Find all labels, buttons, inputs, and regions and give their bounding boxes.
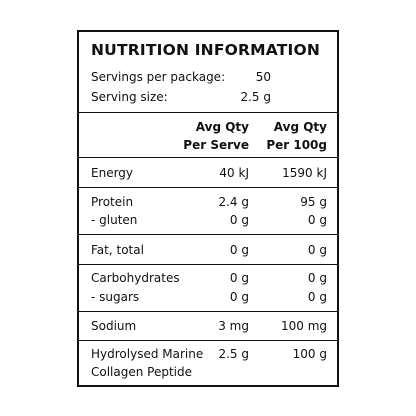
col-header-per-serve-line2: Per Serve [183,138,249,152]
row-label: - sugars [91,290,140,304]
serving-size-value: 2.5 g [240,90,271,104]
row-100g-value: 0 g [307,243,327,257]
serving-size-label: Serving size: [91,90,168,104]
col-header-per-100g-line1: Avg Qty [273,120,327,134]
row-label: Hydrolysed Marine [91,347,204,361]
row-100g-value: 100 mg [280,319,327,333]
row-serve-value: 0 g [229,243,249,257]
row-serve-value: 40 kJ [219,166,249,180]
divider [79,112,337,113]
row-100g-value: 0 g [307,290,327,304]
row-100g-value: 0 g [307,271,327,285]
row-100g-value: 95 g [300,195,327,209]
row-100g-value: 0 g [307,213,327,227]
row-100g-value: 1590 kJ [282,166,327,180]
servings-label: Servings per package: [91,70,226,84]
col-header-per-100g: Avg Qty Per 100g [266,118,327,154]
divider [79,340,337,341]
row-label: Fat, total [91,243,144,257]
divider [79,187,337,188]
row-serve-value: 3 mg [218,319,249,333]
panel-title: NUTRITION INFORMATION [91,41,321,59]
row-label: Energy [91,166,134,180]
divider [79,311,337,312]
row-100g-value: 100 g [292,347,327,361]
row-serve-value: 2.4 g [218,195,249,209]
divider [79,157,337,158]
row-label: Collagen Peptide [91,365,193,379]
row-serve-value: 0 g [229,271,249,285]
row-label: Protein [91,195,134,209]
row-label: Carbohydrates [91,271,180,285]
divider [79,264,337,265]
row-label: - gluten [91,213,138,227]
nutrition-panel: NUTRITION INFORMATION Servings per packa… [77,30,339,387]
row-serve-value: 0 g [229,213,249,227]
col-header-per-100g-line2: Per 100g [266,138,327,152]
row-label: Sodium [91,319,137,333]
row-serve-value: 0 g [229,290,249,304]
row-serve-value: 2.5 g [218,347,249,361]
divider [79,234,337,235]
col-header-per-serve-line1: Avg Qty [195,120,249,134]
servings-value: 50 [255,70,271,84]
col-header-per-serve: Avg Qty Per Serve [183,118,249,154]
